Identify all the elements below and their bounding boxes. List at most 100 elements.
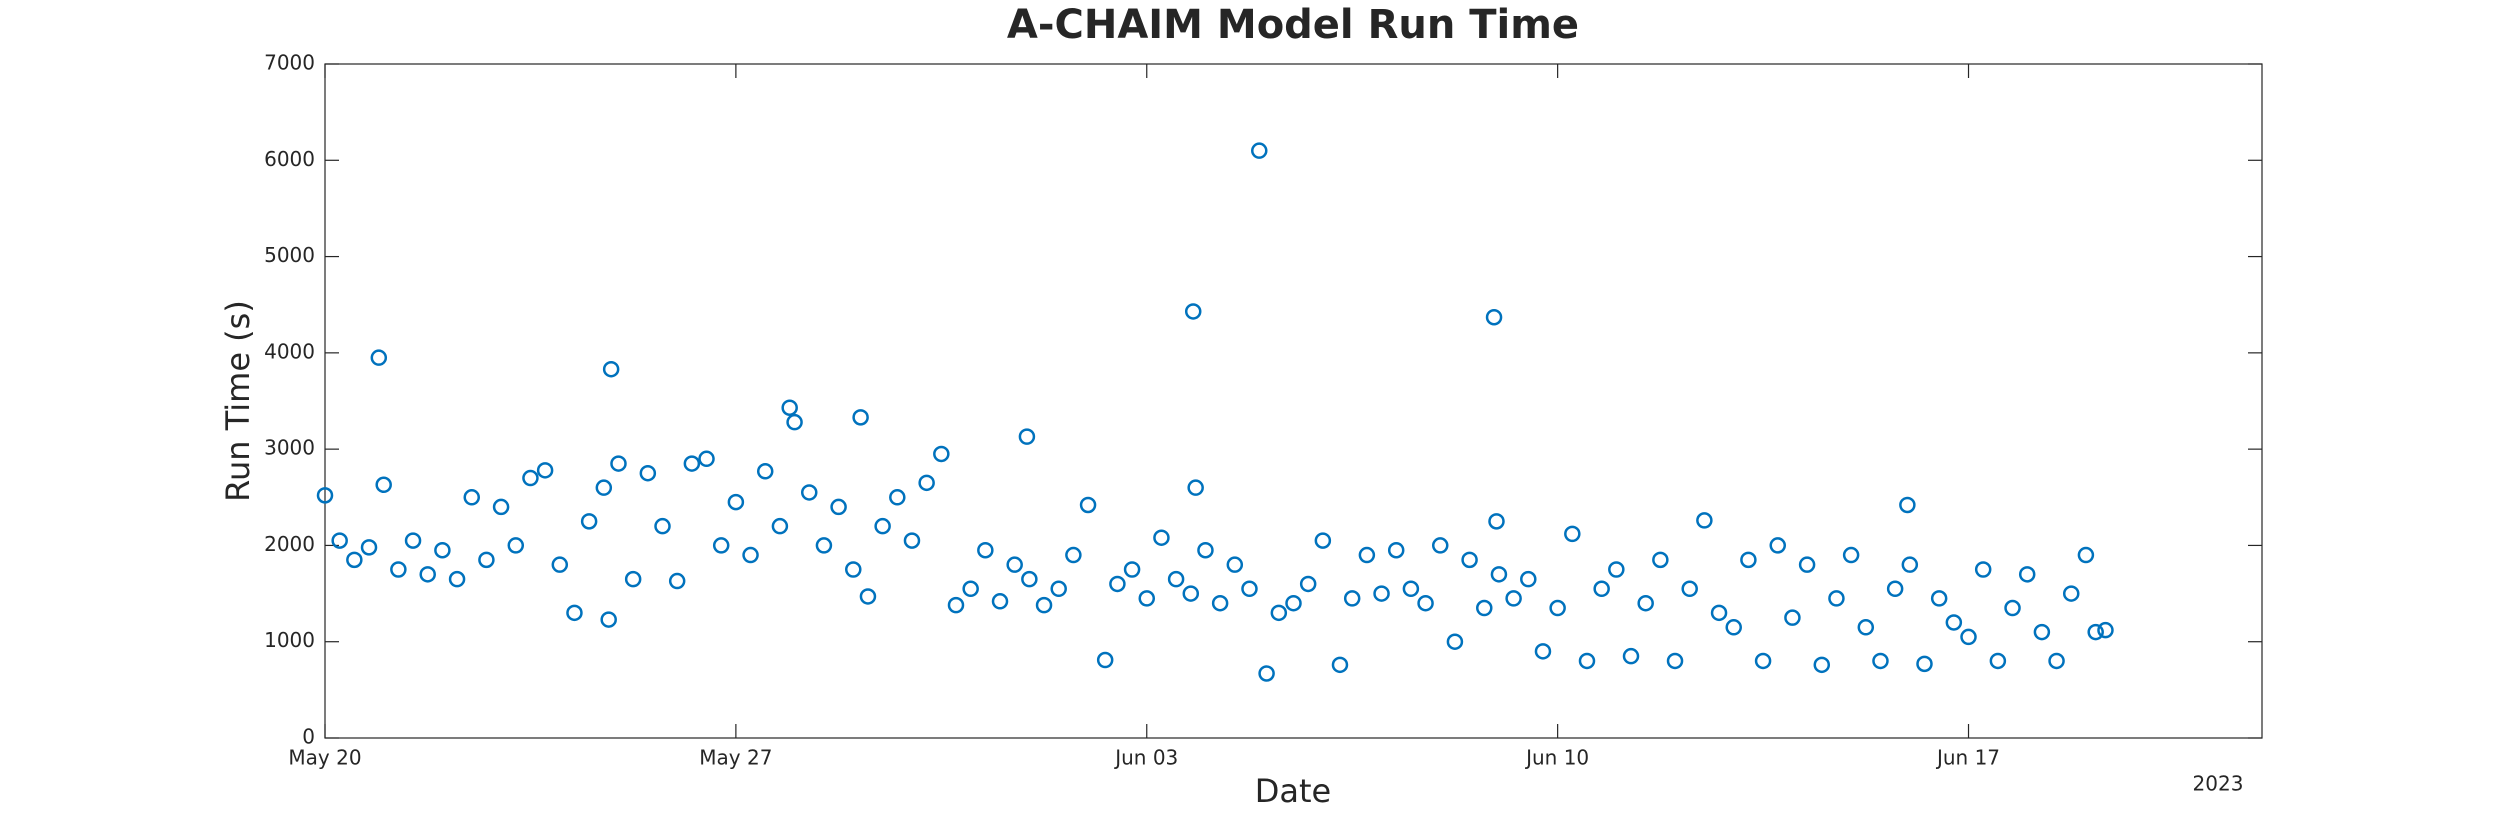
- data-point: [595, 479, 613, 496]
- data-point: [1960, 628, 1977, 646]
- data-point: [448, 570, 466, 588]
- data-point: [756, 463, 774, 480]
- x-tick-label: Jun 17: [1935, 746, 2000, 770]
- data-point: [1696, 512, 1713, 529]
- data-point: [1018, 428, 1036, 445]
- data-point: [639, 464, 657, 482]
- data-point: [874, 517, 891, 535]
- data-point: [1490, 566, 1508, 583]
- data-point: [654, 517, 671, 535]
- data-point: [1006, 556, 1023, 573]
- data-point: [1331, 656, 1349, 674]
- data-point: [610, 455, 627, 472]
- data-point: [1520, 570, 1537, 588]
- data-point: [1343, 590, 1361, 607]
- data-point: [1842, 546, 1860, 564]
- data-point: [1798, 556, 1816, 573]
- data-point: [2033, 623, 2051, 641]
- data-point: [507, 537, 525, 554]
- data-point: [1681, 580, 1698, 598]
- data-point: [478, 551, 495, 569]
- data-point: [903, 532, 921, 549]
- data-point: [1872, 652, 1889, 670]
- chart-title: A-CHAIM Model Run Time: [1007, 2, 1579, 48]
- data-point: [2004, 599, 2021, 617]
- data-point: [1534, 643, 1552, 660]
- data-point: [434, 541, 451, 559]
- data-point: [1123, 561, 1141, 578]
- data-point: [781, 399, 798, 416]
- data-point: [522, 469, 539, 487]
- data-point: [1417, 594, 1434, 612]
- data-point: [1373, 585, 1390, 602]
- y-tick-label: 2000: [264, 532, 315, 556]
- data-point: [1593, 580, 1610, 598]
- data-point: [712, 537, 730, 554]
- data-point: [1899, 496, 1916, 514]
- data-point: [1184, 303, 1202, 320]
- data-point: [1901, 556, 1919, 573]
- data-point: [918, 474, 935, 492]
- data-point: [668, 572, 686, 590]
- data-point: [815, 537, 833, 554]
- data-point: [1485, 308, 1503, 326]
- data-point: [1050, 580, 1067, 598]
- x-tick-label: Jun 03: [1113, 746, 1178, 770]
- data-point: [1109, 575, 1126, 593]
- data-point: [977, 541, 994, 559]
- data-point: [1488, 513, 1505, 530]
- y-tick-label: 1000: [264, 628, 315, 652]
- data-point: [1710, 604, 1728, 622]
- data-point: [1608, 561, 1625, 578]
- data-point: [1197, 541, 1214, 559]
- data-point: [1505, 590, 1522, 607]
- data-point: [1930, 590, 1948, 607]
- data-point: [1079, 496, 1097, 514]
- plot-frame: [324, 63, 2263, 739]
- data-point: [1666, 652, 1684, 670]
- y-tick-label: 5000: [264, 243, 315, 267]
- data-point: [845, 561, 862, 578]
- data-point: [1754, 652, 1772, 670]
- data-point: [1740, 551, 1757, 569]
- data-point: [1974, 561, 1992, 578]
- data-point: [1622, 647, 1640, 665]
- data-point: [580, 513, 598, 530]
- data-point: [2018, 566, 2036, 583]
- data-point: [463, 489, 480, 506]
- data-point: [698, 450, 715, 468]
- data-point: [947, 596, 965, 614]
- data-point: [742, 546, 759, 564]
- data-point: [786, 413, 803, 431]
- data-point: [1652, 551, 1669, 569]
- x-tick-label: Jun 10: [1524, 746, 1589, 770]
- data-point: [1167, 570, 1185, 588]
- data-point: [1857, 619, 1875, 636]
- data-point: [346, 551, 363, 569]
- y-tick-label: 3000: [264, 436, 315, 460]
- data-point: [1564, 525, 1581, 543]
- y-tick-label: 6000: [264, 147, 315, 171]
- data-point: [1431, 537, 1449, 554]
- y-axis-label: Run Time (s): [219, 300, 257, 502]
- data-point: [1725, 619, 1742, 636]
- data-point: [1153, 529, 1170, 546]
- x-tick-label: May 20: [288, 746, 361, 770]
- data-point: [1138, 590, 1156, 607]
- data-point: [2048, 652, 2065, 670]
- data-point: [889, 489, 906, 506]
- data-point: [1549, 599, 1566, 617]
- data-point: [316, 487, 334, 504]
- y-tick-label: 7000: [264, 51, 315, 75]
- data-point: [360, 539, 378, 556]
- x-year-label: 2023: [2193, 772, 2244, 796]
- data-point: [1270, 604, 1288, 622]
- x-axis-label: Date: [1255, 772, 1331, 810]
- data-point: [859, 588, 877, 605]
- data-point: [1358, 546, 1376, 564]
- data-point: [727, 493, 745, 511]
- data-point: [991, 593, 1009, 610]
- data-point: [1387, 541, 1405, 559]
